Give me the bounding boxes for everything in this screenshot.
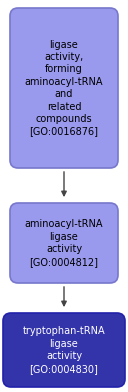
FancyBboxPatch shape — [10, 8, 118, 168]
Text: ligase
activity,
forming
aminoacyl-tRNA
and
related
compounds
[GO:0016876]: ligase activity, forming aminoacyl-tRNA … — [25, 40, 103, 136]
FancyBboxPatch shape — [3, 313, 125, 387]
Text: tryptophan-tRNA
ligase
activity
[GO:0004830]: tryptophan-tRNA ligase activity [GO:0004… — [23, 327, 105, 374]
FancyBboxPatch shape — [10, 203, 118, 283]
Text: aminoacyl-tRNA
ligase
activity
[GO:0004812]: aminoacyl-tRNA ligase activity [GO:00048… — [25, 220, 103, 267]
